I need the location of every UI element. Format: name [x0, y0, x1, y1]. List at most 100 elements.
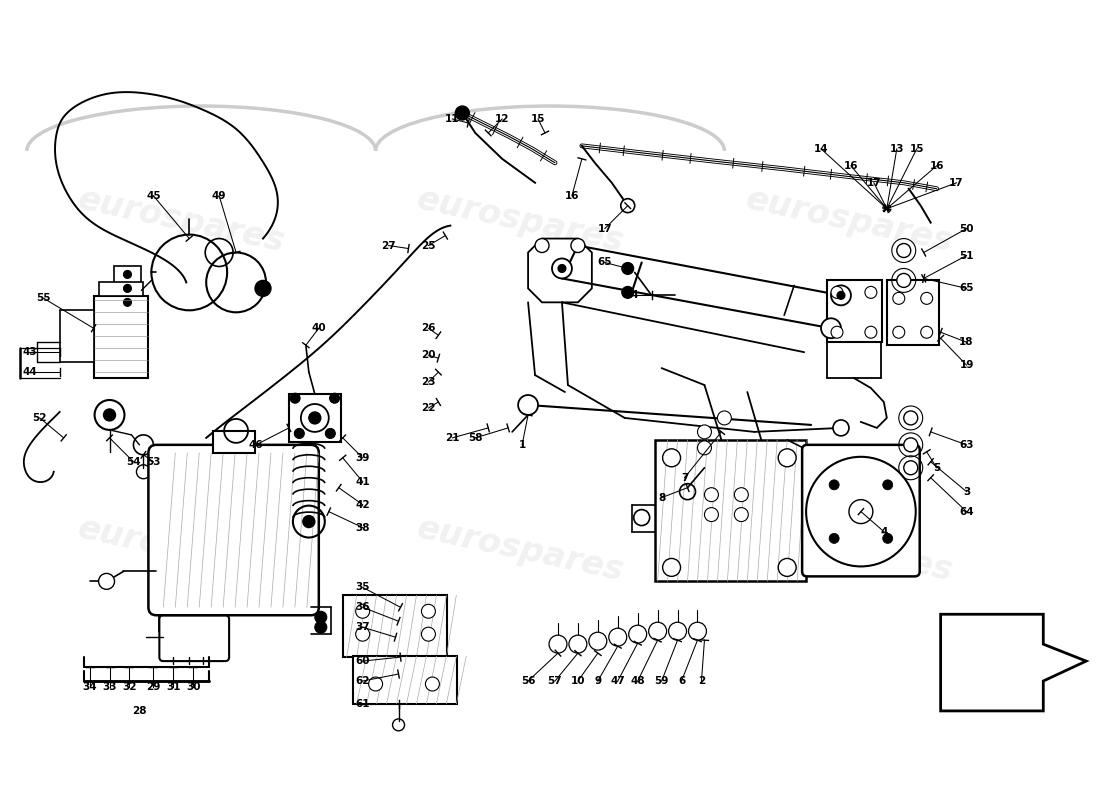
- Text: 31: 31: [166, 682, 180, 692]
- Circle shape: [669, 622, 686, 640]
- FancyBboxPatch shape: [113, 266, 142, 308]
- Text: 65: 65: [959, 283, 974, 294]
- Circle shape: [368, 677, 383, 691]
- Circle shape: [904, 438, 917, 452]
- Text: 57: 57: [548, 676, 562, 686]
- Circle shape: [123, 285, 132, 292]
- Text: 29: 29: [146, 682, 161, 692]
- Circle shape: [904, 461, 917, 474]
- FancyBboxPatch shape: [654, 440, 806, 582]
- Text: 12: 12: [495, 114, 509, 124]
- Text: 58: 58: [468, 433, 483, 443]
- Text: 30: 30: [186, 682, 200, 692]
- Circle shape: [778, 449, 796, 466]
- Text: 50: 50: [959, 223, 974, 234]
- Text: 34: 34: [82, 682, 97, 692]
- Text: 48: 48: [630, 676, 645, 686]
- Text: 21: 21: [446, 433, 460, 443]
- Circle shape: [330, 394, 340, 403]
- Circle shape: [571, 238, 585, 253]
- Text: 17: 17: [597, 223, 612, 234]
- Circle shape: [455, 106, 470, 120]
- Text: 3: 3: [962, 486, 970, 497]
- FancyBboxPatch shape: [802, 445, 920, 576]
- Text: 33: 33: [102, 682, 117, 692]
- Circle shape: [315, 611, 327, 623]
- Text: 11: 11: [446, 114, 460, 124]
- Circle shape: [735, 508, 748, 522]
- Text: 13: 13: [890, 144, 904, 154]
- Text: 6: 6: [678, 676, 685, 686]
- Text: 49: 49: [212, 190, 227, 201]
- FancyBboxPatch shape: [99, 282, 143, 296]
- Text: 60: 60: [355, 656, 370, 666]
- Text: 10: 10: [571, 676, 585, 686]
- Circle shape: [123, 270, 132, 278]
- Text: 47: 47: [610, 676, 625, 686]
- Text: 64: 64: [959, 506, 974, 517]
- Text: 22: 22: [421, 403, 436, 413]
- FancyBboxPatch shape: [94, 296, 148, 378]
- Circle shape: [830, 286, 843, 298]
- Text: 65: 65: [597, 258, 612, 267]
- Circle shape: [829, 480, 839, 490]
- Circle shape: [355, 627, 370, 641]
- Circle shape: [552, 258, 572, 278]
- Circle shape: [620, 198, 635, 213]
- Circle shape: [830, 326, 843, 338]
- Text: 8: 8: [658, 493, 666, 502]
- Text: 41: 41: [355, 477, 370, 486]
- Circle shape: [830, 286, 851, 306]
- FancyBboxPatch shape: [160, 615, 229, 661]
- FancyBboxPatch shape: [213, 431, 255, 453]
- Text: 44: 44: [22, 367, 37, 377]
- FancyBboxPatch shape: [827, 281, 882, 342]
- Circle shape: [865, 286, 877, 298]
- Circle shape: [99, 574, 114, 590]
- Text: eurospares: eurospares: [414, 182, 627, 258]
- Circle shape: [588, 632, 607, 650]
- FancyBboxPatch shape: [160, 607, 195, 631]
- Text: 43: 43: [22, 347, 37, 357]
- Text: 35: 35: [355, 582, 370, 592]
- Text: 52: 52: [33, 413, 47, 423]
- Circle shape: [893, 292, 905, 304]
- Circle shape: [309, 412, 321, 424]
- Circle shape: [662, 449, 681, 466]
- Polygon shape: [940, 614, 1086, 711]
- Circle shape: [621, 286, 634, 298]
- Text: 14: 14: [814, 144, 828, 154]
- Text: 5: 5: [933, 462, 940, 473]
- Circle shape: [649, 622, 667, 640]
- Circle shape: [326, 429, 336, 438]
- Circle shape: [295, 429, 305, 438]
- Circle shape: [896, 243, 911, 258]
- Text: 18: 18: [959, 338, 974, 347]
- Text: 56: 56: [520, 676, 536, 686]
- Circle shape: [421, 604, 436, 618]
- Text: 62: 62: [355, 676, 370, 686]
- Text: 37: 37: [355, 622, 370, 632]
- Text: 19: 19: [959, 360, 974, 370]
- FancyBboxPatch shape: [353, 656, 458, 704]
- Text: 46: 46: [249, 440, 263, 450]
- Circle shape: [255, 281, 271, 296]
- FancyBboxPatch shape: [148, 445, 319, 615]
- Text: 39: 39: [355, 453, 370, 462]
- Text: 51: 51: [959, 250, 974, 261]
- Circle shape: [821, 318, 842, 338]
- Circle shape: [778, 558, 796, 576]
- Text: 23: 23: [421, 377, 436, 387]
- Text: 20: 20: [421, 350, 436, 360]
- Circle shape: [904, 411, 917, 425]
- Circle shape: [704, 508, 718, 522]
- Circle shape: [315, 622, 327, 633]
- Text: eurospares: eurospares: [75, 511, 288, 587]
- Text: 16: 16: [564, 190, 580, 201]
- Circle shape: [882, 534, 893, 543]
- Text: 55: 55: [36, 294, 51, 303]
- Text: 1: 1: [518, 440, 526, 450]
- Text: 40: 40: [311, 323, 326, 334]
- Circle shape: [833, 420, 849, 436]
- Circle shape: [518, 395, 538, 415]
